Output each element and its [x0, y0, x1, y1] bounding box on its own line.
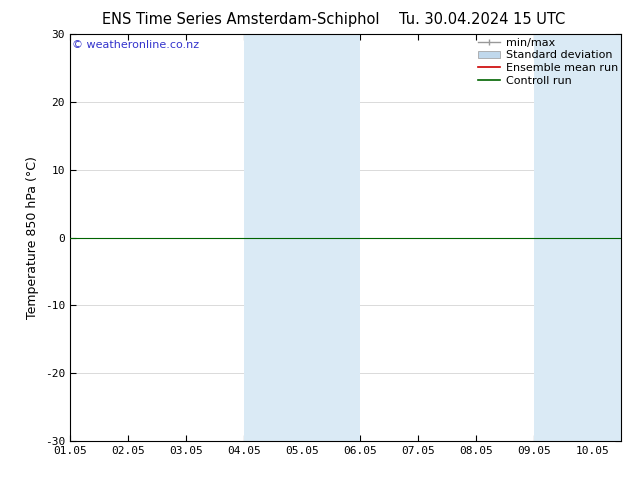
Text: © weatheronline.co.nz: © weatheronline.co.nz — [72, 40, 200, 50]
Bar — [534, 34, 621, 441]
Legend: min/max, Standard deviation, Ensemble mean run, Controll run: min/max, Standard deviation, Ensemble me… — [476, 35, 620, 88]
Y-axis label: Temperature 850 hPa (°C): Temperature 850 hPa (°C) — [26, 156, 39, 319]
Bar — [244, 34, 360, 441]
Text: Tu. 30.04.2024 15 UTC: Tu. 30.04.2024 15 UTC — [399, 12, 565, 27]
Text: ENS Time Series Amsterdam-Schiphol: ENS Time Series Amsterdam-Schiphol — [102, 12, 380, 27]
